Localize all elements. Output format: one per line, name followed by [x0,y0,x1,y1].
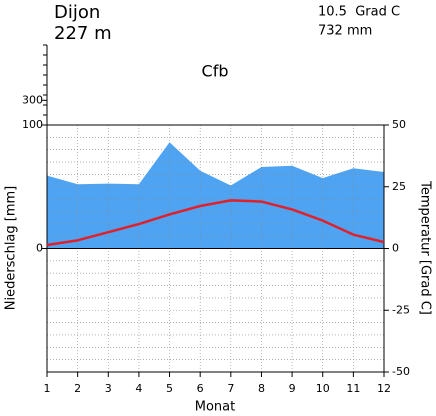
x-tick-label: 5 [166,382,173,395]
y-axis-label: Niederschlag [mm] [4,186,19,311]
y-tick-label: 100 [22,118,43,131]
x-tick-label: 10 [316,382,330,395]
x-tick-label: 1 [44,382,51,395]
elevation: 227 m [54,23,112,44]
y2-tick-label: -50 [392,365,410,378]
y2-tick-label: 50 [392,118,406,131]
station-name: Dijon [54,2,100,23]
y2-tick-label: 25 [392,180,406,193]
x-tick-label: 7 [227,382,234,395]
annual-precipitation: 732 mm [318,24,372,39]
x-tick-label: 8 [258,382,265,395]
y-tick-label: 0 [36,242,43,255]
y2-axis-label: Temperatur [Grad C] [418,180,433,315]
precipitation-area [47,142,384,249]
y2-tick-label: -25 [392,303,410,316]
y2-tick-label: 0 [392,242,399,255]
climate-class: Cfb [202,62,229,81]
x-tick-label: 3 [105,382,112,395]
temperature-line [46,199,385,247]
x-tick-label: 6 [197,382,204,395]
y-tick-label: 300 [22,93,43,106]
x-tick-label: 11 [346,382,360,395]
x-axis-label: Monat [195,400,235,415]
x-tick-label: 2 [74,382,81,395]
x-tick-label: 9 [289,382,296,395]
mean-temperature: 10.5 Grad C [318,5,400,20]
x-tick-label: 4 [135,382,142,395]
x-tick-label: 12 [377,382,391,395]
